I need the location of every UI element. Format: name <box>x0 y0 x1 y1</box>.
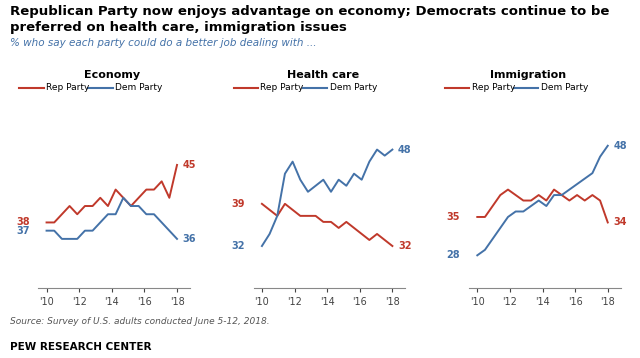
Text: 39: 39 <box>232 199 245 209</box>
Text: 38: 38 <box>16 217 29 227</box>
Text: 48: 48 <box>613 141 627 151</box>
Text: Economy: Economy <box>84 70 140 80</box>
Text: PEW RESEARCH CENTER: PEW RESEARCH CENTER <box>10 342 151 352</box>
Text: Rep Party: Rep Party <box>46 83 90 92</box>
Text: 32: 32 <box>232 241 245 251</box>
Text: 37: 37 <box>16 226 29 236</box>
Text: 45: 45 <box>182 160 196 170</box>
Text: 35: 35 <box>447 212 460 222</box>
Text: 34: 34 <box>613 217 627 227</box>
Text: Rep Party: Rep Party <box>472 83 515 92</box>
Text: 48: 48 <box>398 145 412 155</box>
Text: Dem Party: Dem Party <box>541 83 588 92</box>
Text: Dem Party: Dem Party <box>115 83 163 92</box>
Text: 28: 28 <box>447 250 460 260</box>
Text: Rep Party: Rep Party <box>260 83 304 92</box>
Text: Dem Party: Dem Party <box>330 83 377 92</box>
Text: Health care: Health care <box>287 70 359 80</box>
Text: 36: 36 <box>182 234 196 244</box>
Text: Republican Party now enjoys advantage on economy; Democrats continue to be: Republican Party now enjoys advantage on… <box>10 5 609 18</box>
Text: Immigration: Immigration <box>490 70 566 80</box>
Text: preferred on health care, immigration issues: preferred on health care, immigration is… <box>10 21 346 34</box>
Text: % who say each party could do a better job dealing with ...: % who say each party could do a better j… <box>10 38 316 48</box>
Text: 32: 32 <box>398 241 412 251</box>
Text: Source: Survey of U.S. adults conducted June 5-12, 2018.: Source: Survey of U.S. adults conducted … <box>10 317 269 326</box>
